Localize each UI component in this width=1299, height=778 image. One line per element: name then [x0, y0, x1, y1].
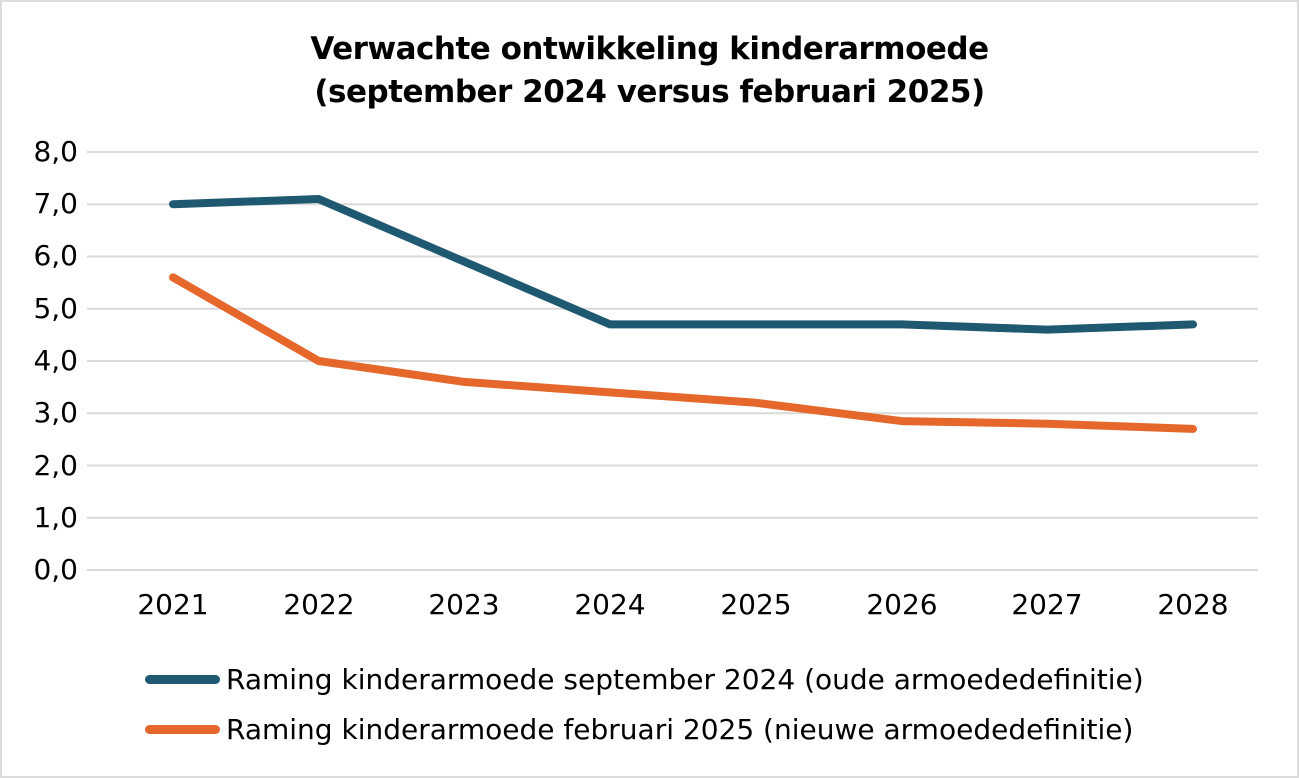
x-tick-label: 2022: [283, 588, 355, 621]
x-tick-label: 2023: [428, 588, 500, 621]
series-line-1: [169, 273, 1197, 433]
series-line-0: [169, 195, 1197, 334]
y-tick-label: 7,0: [33, 187, 78, 220]
y-tick-label: 8,0: [33, 135, 78, 168]
legend-entry-februari-2025: Raming kinderarmoede februari 2025 (nieu…: [145, 711, 1144, 748]
x-tick-label: 2027: [1011, 588, 1083, 621]
legend-line-swatch-blue: [145, 675, 220, 684]
legend-entry-september-2024: Raming kinderarmoede september 2024 (oud…: [145, 661, 1144, 698]
y-tick-label: 1,0: [33, 501, 78, 534]
x-tick-label: 2025: [720, 588, 792, 621]
y-tick-label: 4,0: [33, 344, 78, 377]
legend-line-swatch-orange: [145, 725, 220, 734]
chart-title-line2: (september 2024 versus februari 2025): [314, 74, 985, 110]
legend-label: Raming kinderarmoede september 2024 (oud…: [226, 663, 1144, 696]
y-tick-label: 5,0: [33, 292, 78, 325]
y-tick-label: 2,0: [33, 449, 78, 482]
x-tick-label: 2021: [137, 588, 209, 621]
chart-title-line1: Verwachte ontwikkeling kinderarmoede: [310, 31, 989, 67]
x-tick-label: 2026: [866, 588, 938, 621]
x-tick-label: 2028: [1157, 588, 1229, 621]
y-tick-label: 3,0: [33, 396, 78, 429]
legend-label: Raming kinderarmoede februari 2025 (nieu…: [226, 713, 1134, 746]
y-tick-label: 0,0: [33, 553, 78, 586]
chart-title: Verwachte ontwikkeling kinderarmoede (se…: [2, 28, 1297, 114]
y-tick-label: 6,0: [33, 239, 78, 272]
chart-legend: Raming kinderarmoede september 2024 (oud…: [145, 661, 1144, 761]
x-tick-label: 2024: [574, 588, 646, 621]
